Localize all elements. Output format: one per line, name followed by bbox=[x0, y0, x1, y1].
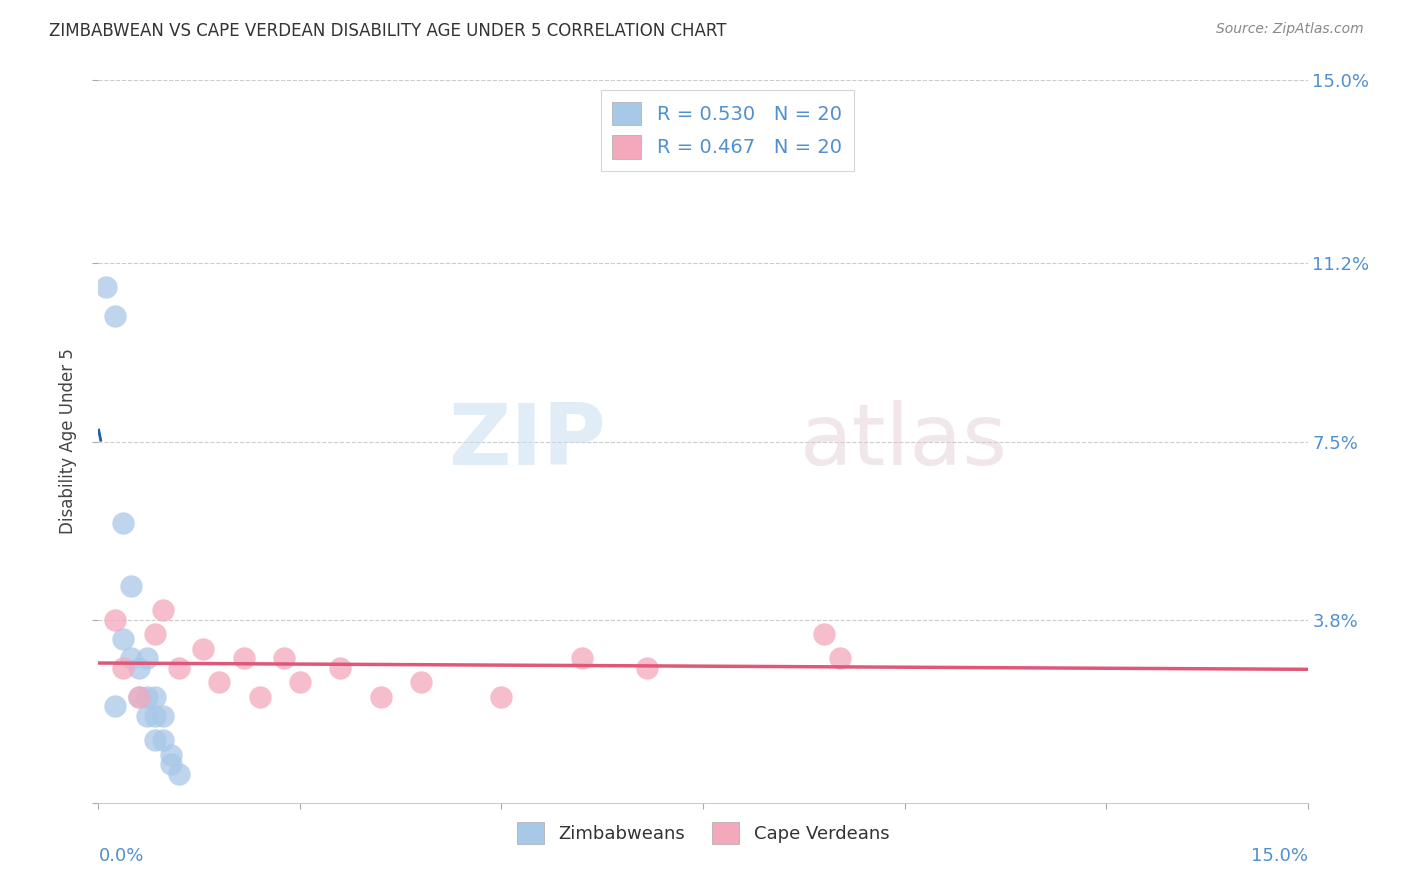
Point bbox=[103, 310, 125, 324]
Point bbox=[111, 516, 134, 531]
Point bbox=[143, 733, 166, 747]
Text: 15.0%: 15.0% bbox=[1250, 847, 1308, 864]
Point bbox=[135, 709, 157, 723]
Point bbox=[828, 651, 851, 665]
Text: 0.0%: 0.0% bbox=[98, 847, 143, 864]
Point bbox=[571, 651, 593, 665]
Point bbox=[152, 603, 174, 617]
Point bbox=[152, 709, 174, 723]
Text: Source: ZipAtlas.com: Source: ZipAtlas.com bbox=[1216, 22, 1364, 37]
Point bbox=[143, 709, 166, 723]
Point bbox=[143, 690, 166, 704]
Point bbox=[370, 690, 392, 704]
Point bbox=[208, 675, 231, 690]
Point bbox=[120, 651, 142, 665]
Text: atlas: atlas bbox=[800, 400, 1008, 483]
Point bbox=[103, 699, 125, 714]
Point bbox=[167, 661, 190, 675]
Point bbox=[160, 757, 183, 772]
Point bbox=[96, 280, 118, 294]
Point bbox=[120, 579, 142, 593]
Point bbox=[103, 613, 125, 627]
Point bbox=[329, 661, 352, 675]
Point bbox=[135, 651, 157, 665]
Point bbox=[273, 651, 295, 665]
Point bbox=[111, 661, 134, 675]
Text: ZIP: ZIP bbox=[449, 400, 606, 483]
Point bbox=[193, 641, 215, 656]
Point bbox=[160, 747, 183, 762]
Point bbox=[636, 661, 658, 675]
Legend: Zimbabweans, Cape Verdeans: Zimbabweans, Cape Verdeans bbox=[509, 815, 897, 852]
Point bbox=[288, 675, 311, 690]
Point bbox=[409, 675, 432, 690]
Point bbox=[152, 733, 174, 747]
Point bbox=[128, 690, 150, 704]
Point bbox=[491, 690, 513, 704]
Text: ZIMBABWEAN VS CAPE VERDEAN DISABILITY AGE UNDER 5 CORRELATION CHART: ZIMBABWEAN VS CAPE VERDEAN DISABILITY AG… bbox=[49, 22, 727, 40]
Point bbox=[128, 661, 150, 675]
Point bbox=[143, 627, 166, 641]
Point bbox=[135, 690, 157, 704]
Y-axis label: Disability Age Under 5: Disability Age Under 5 bbox=[59, 349, 77, 534]
Point bbox=[813, 627, 835, 641]
Point bbox=[128, 690, 150, 704]
Point bbox=[111, 632, 134, 646]
Point bbox=[167, 767, 190, 781]
Point bbox=[232, 651, 254, 665]
Point bbox=[249, 690, 271, 704]
